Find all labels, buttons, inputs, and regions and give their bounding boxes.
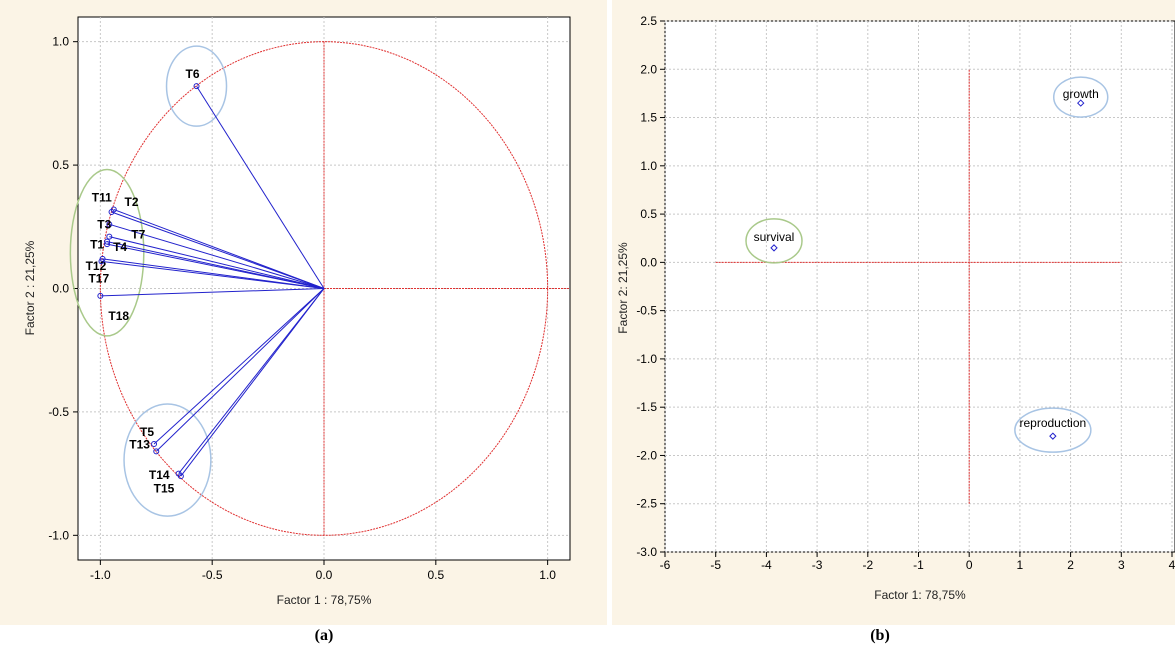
data-point — [175, 470, 182, 477]
tick-label-y-a: -1.0 — [48, 528, 69, 542]
point-label: T6 — [186, 67, 200, 81]
x-axis-label-a: Factor 1 : 78,75% — [277, 593, 372, 607]
point-label: T2 — [125, 195, 139, 209]
point-label: growth — [1063, 87, 1099, 101]
tick-label-x-b: -1 — [913, 558, 924, 572]
point-label: T13 — [129, 437, 150, 451]
tick-label-x-b: -6 — [660, 558, 671, 572]
x-axis-label-b: Factor 1: 78,75% — [874, 588, 966, 602]
loading-vector — [178, 288, 325, 474]
tick-label-x-b: -5 — [710, 558, 721, 572]
point-label: T7 — [131, 228, 145, 242]
tick-label-y-b: 0.5 — [640, 207, 657, 221]
tick-label-y-b: -1.0 — [636, 352, 657, 366]
point-label: T12 — [86, 259, 107, 273]
tick-label-y-a: 0.0 — [52, 282, 69, 296]
point-label: reproduction — [1019, 416, 1086, 430]
tick-label-y-a: -0.5 — [48, 405, 69, 419]
data-point — [1077, 99, 1085, 107]
data-point — [97, 292, 104, 299]
point-label: T18 — [108, 309, 129, 323]
point-label: T14 — [149, 468, 170, 482]
group-ellipse — [123, 403, 212, 517]
tick-label-y-b: 1.5 — [640, 111, 657, 125]
data-point — [98, 258, 105, 265]
loading-vector — [196, 85, 325, 289]
loading-vector — [106, 243, 325, 289]
group-ellipse — [69, 168, 145, 337]
caption-a: (a) — [315, 627, 334, 644]
data-point — [770, 244, 778, 252]
point-label: T3 — [97, 217, 111, 231]
group-ellipse — [165, 45, 228, 127]
y-axis-label-b: Factor 2: 21,25% — [616, 242, 630, 334]
tick-label-y-b: 2.0 — [640, 62, 657, 76]
point-label: T15 — [154, 482, 175, 496]
data-point — [151, 440, 158, 447]
point-label: T1 — [90, 238, 104, 252]
data-point — [104, 241, 111, 248]
data-point — [106, 233, 113, 240]
ticks-b: -6 -5 -4 -3 -2 -1 0 1 2 3 4 -3.0 -2.5 -2.0 -1.5 -1.0 -0.… — [636, 14, 1175, 572]
data-point — [104, 238, 111, 245]
loading-vector — [109, 236, 325, 289]
plot-area-b — [664, 20, 1175, 553]
loading-vector — [111, 211, 325, 289]
tick-label-y-a: 0.5 — [52, 158, 69, 172]
caption-b: (b) — [870, 627, 890, 644]
data-point — [1049, 432, 1057, 440]
tick-label-x-b: -2 — [862, 558, 873, 572]
loading-vector — [155, 288, 325, 452]
marks-b: growth survival reproduction — [715, 69, 1122, 504]
tick-label-x-a: 0.0 — [316, 568, 333, 582]
tick-label-x-a: 1.0 — [539, 568, 556, 582]
data-point — [108, 208, 115, 215]
tick-label-x-b: -3 — [812, 558, 823, 572]
tick-label-x-b: 2 — [1067, 558, 1074, 572]
tick-label-y-b: -3.0 — [636, 545, 657, 559]
unit-circle — [99, 41, 549, 536]
point-label: T11 — [92, 191, 112, 205]
tick-label-x-a: -0.5 — [202, 568, 223, 582]
point-ellipse — [1052, 76, 1109, 118]
tick-label-y-a: 1.0 — [52, 35, 69, 49]
tick-label-y-b: -2.5 — [636, 497, 657, 511]
tick-label-x-b: 1 — [1017, 558, 1024, 572]
data-point — [153, 448, 160, 455]
tick-label-x-b: -4 — [761, 558, 772, 572]
chart-a: -1.0 -0.5 0.0 0.5 1.0 -1.0 -0.5 0.0 0.5 1.0 T6 T11… — [23, 16, 571, 607]
tick-label-y-b: -0.5 — [636, 304, 657, 318]
tick-label-x-a: -1.0 — [90, 568, 111, 582]
grid-b — [664, 20, 1173, 553]
y-axis-label-a: Factor 2 : 21,25% — [23, 240, 37, 335]
point-ellipse — [1014, 407, 1092, 453]
point-label: T5 — [140, 425, 154, 439]
loading-vector — [109, 223, 325, 289]
point-label: T17 — [88, 271, 109, 285]
loading-vector — [180, 288, 325, 477]
ticks-a: -1.0 -0.5 0.0 0.5 1.0 -1.0 -0.5 0.0 0.5 1.0 — [48, 35, 556, 582]
point-label: T4 — [113, 240, 127, 254]
tick-label-y-b: -1.5 — [636, 400, 657, 414]
tick-label-y-b: 0.0 — [640, 255, 657, 269]
data-point — [106, 221, 113, 228]
tick-label-x-b: 3 — [1118, 558, 1125, 572]
tick-label-x-a: 0.5 — [427, 568, 444, 582]
tick-label-y-b: 1.0 — [640, 159, 657, 173]
data-point — [193, 83, 200, 90]
tick-label-y-b: 2.5 — [640, 14, 657, 28]
loading-vector — [153, 288, 325, 445]
chart-b: -6 -5 -4 -3 -2 -1 0 1 2 3 4 -3.0 -2.5 -2.0 -1.5 -1.0 -0.… — [616, 14, 1175, 602]
tick-label-x-b: 0 — [966, 558, 973, 572]
loading-vector — [113, 209, 325, 289]
point-label: survival — [754, 230, 795, 244]
tick-label-x-b: 4 — [1169, 558, 1175, 572]
tick-label-y-b: -2.0 — [636, 448, 657, 462]
point-ellipse — [745, 218, 803, 264]
loading-vector — [100, 288, 325, 297]
loading-vector — [101, 260, 325, 289]
